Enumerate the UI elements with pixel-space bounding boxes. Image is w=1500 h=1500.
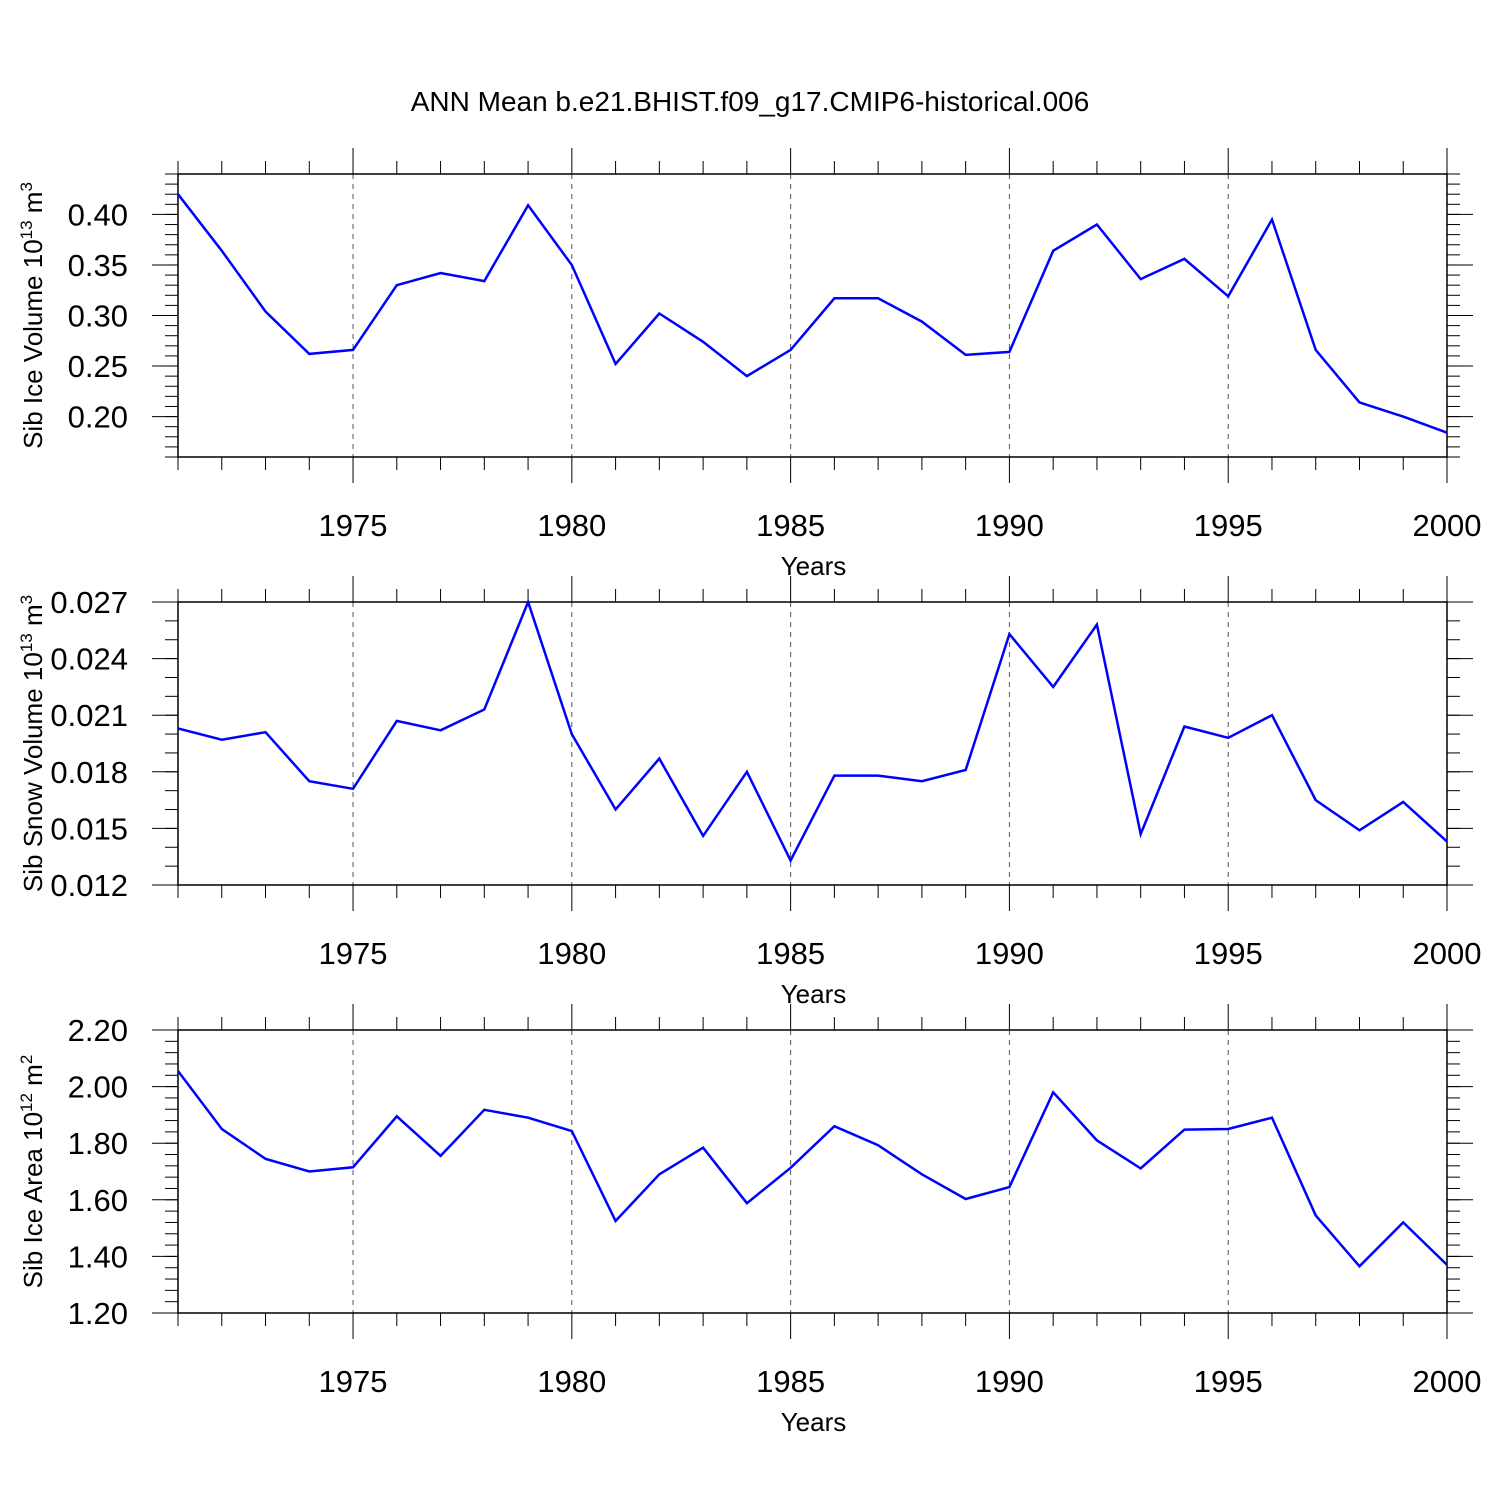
series-line-3 [177, 1070, 1448, 1269]
x-tick-label: 2000 [1413, 1364, 1482, 1399]
chart-title: ANN Mean b.e21.BHIST.f09_g17.CMIP6-histo… [411, 86, 1090, 117]
y-tick-label: 0.021 [50, 698, 128, 733]
x-tick-label: 1990 [975, 508, 1044, 543]
x-tick-label: 1980 [537, 508, 606, 543]
y-tick-label: 0.20 [68, 400, 128, 435]
y-axis-label: Sib Ice Area 1012 m2 [17, 1055, 48, 1289]
series-line-2 [177, 598, 1448, 864]
y-tick-label: 1.20 [68, 1296, 128, 1331]
panel-3: 1.20 1.40 1.60 1.80 2.00 2.20 1975 1980 1985 1990… [17, 1004, 1481, 1437]
x-axis-label: Years [781, 979, 847, 1009]
x-tick-label: 1990 [975, 936, 1044, 971]
y-tick-label: 1.60 [68, 1183, 128, 1218]
y-tick-label: 0.30 [68, 299, 128, 334]
x-axis-label: Years [781, 1407, 847, 1437]
x-axis-label: Years [781, 551, 847, 581]
x-tick-label: 1985 [756, 1364, 825, 1399]
plot-frame [177, 173, 1448, 458]
x-tick-label: 1995 [1194, 1364, 1263, 1399]
x-tick-label: 1975 [319, 508, 388, 543]
y-tick-label: 0.015 [50, 811, 128, 846]
x-tick-label: 1980 [537, 1364, 606, 1399]
panel-1: 0.20 0.25 0.30 0.35 0.40 1975 1980 1985 1990 1995… [17, 148, 1481, 581]
x-tick-label: 1995 [1194, 508, 1263, 543]
y-axis-label: Sib Snow Volume 1013 m3 [17, 595, 48, 892]
x-tick-label: 2000 [1413, 936, 1482, 971]
y-tick-label: 0.25 [68, 349, 128, 384]
x-tick-label: 1985 [756, 936, 825, 971]
y-tick-label: 0.40 [68, 197, 128, 232]
y-tick-label: 0.012 [50, 868, 128, 903]
y-tick-label: 1.80 [68, 1126, 128, 1161]
y-tick-label: 0.35 [68, 248, 128, 283]
y-tick-label: 0.024 [50, 642, 128, 677]
x-tick-label: 1975 [319, 936, 388, 971]
x-tick-label: 2000 [1413, 508, 1482, 543]
y-tick-label: 1.40 [68, 1239, 128, 1274]
x-tick-label: 1985 [756, 508, 825, 543]
x-tick-label: 1990 [975, 1364, 1044, 1399]
y-tick-label: 2.00 [68, 1070, 128, 1105]
panel-2: 0.012 0.015 0.018 0.021 0.024 0.027 1975 1980 19… [17, 576, 1481, 1009]
plot-frame [177, 1029, 1448, 1314]
x-tick-label: 1980 [537, 936, 606, 971]
plot-frame [177, 601, 1448, 886]
series-line-1 [177, 193, 1448, 434]
x-tick-label: 1975 [319, 1364, 388, 1399]
x-tick-label: 1995 [1194, 936, 1263, 971]
y-tick-label: 2.20 [68, 1013, 128, 1048]
y-tick-label: 0.027 [50, 585, 128, 620]
y-axis-label: Sib Ice Volume 1013 m3 [17, 182, 48, 449]
y-tick-label: 0.018 [50, 755, 128, 790]
panels-group: 0.20 0.25 0.30 0.35 0.40 1975 1980 1985 1990 1995… [17, 148, 1481, 1437]
